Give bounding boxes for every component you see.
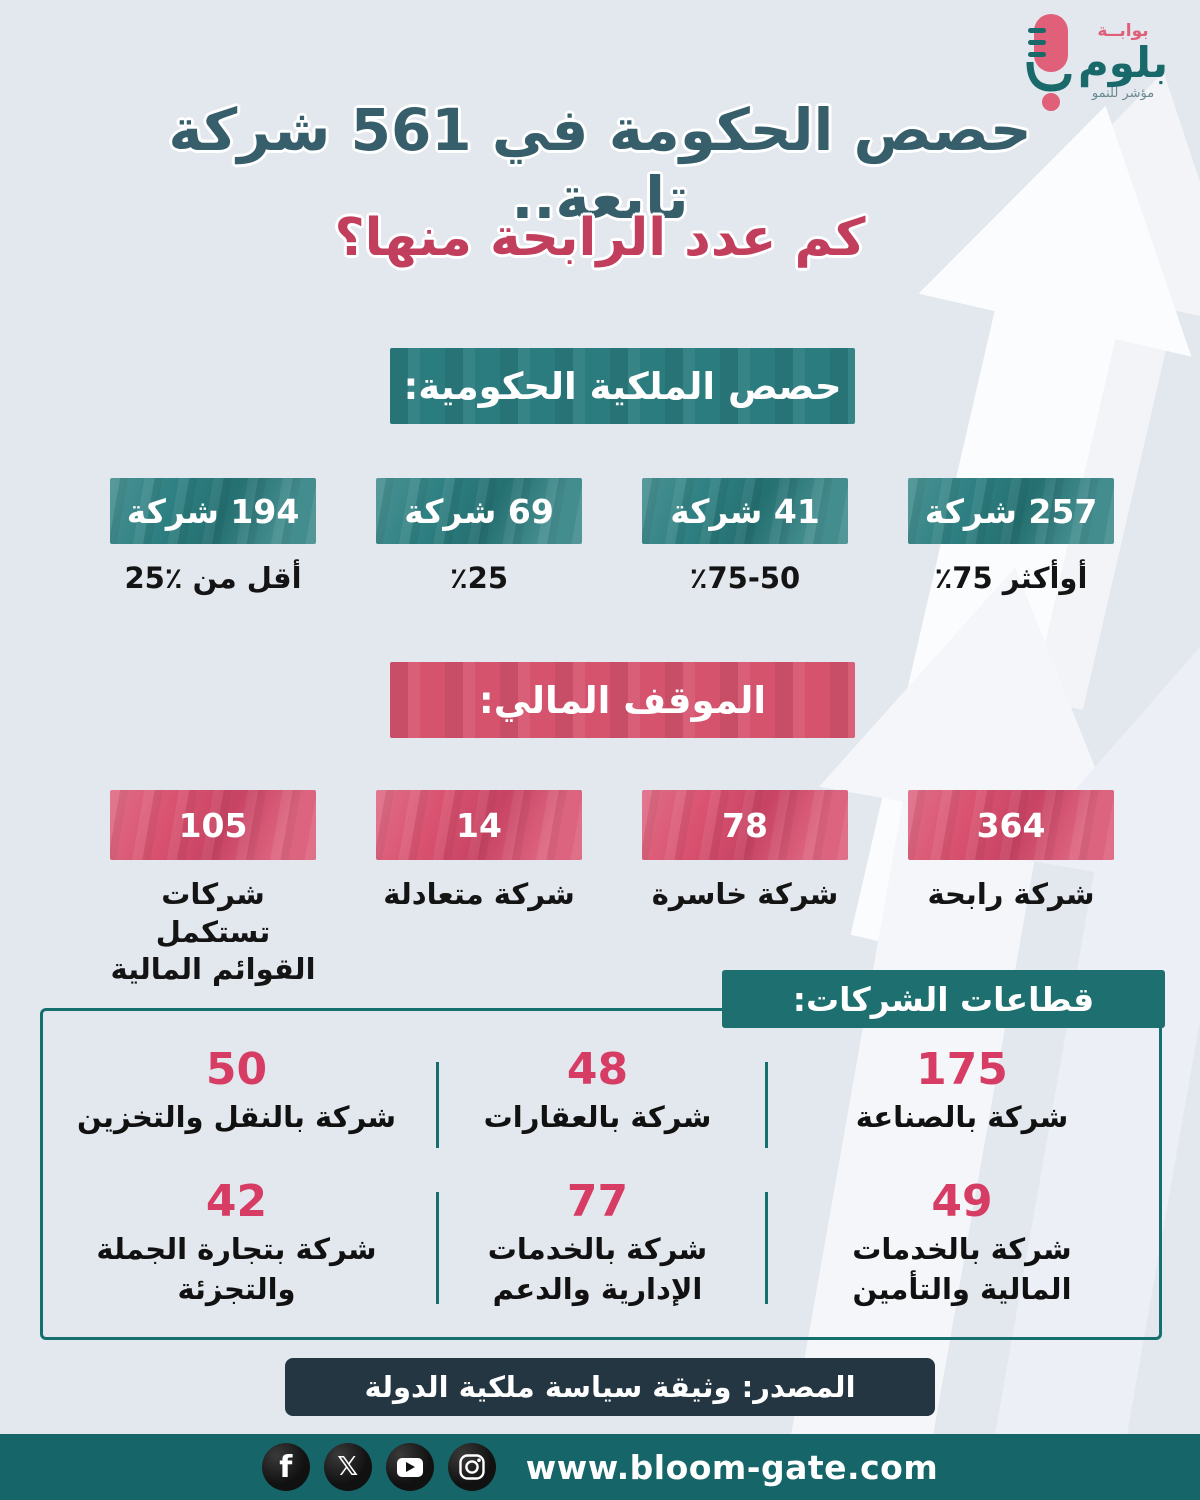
ownership-label-75plus: ٪75 أوأكثر xyxy=(934,561,1088,595)
sector-industry-value: 175 xyxy=(916,1044,1008,1095)
sector-divider xyxy=(436,1062,439,1148)
sector-industry: 175 شركة بالصناعة xyxy=(762,1044,1162,1138)
x-twitter-icon[interactable]: 𝕏 xyxy=(323,1443,372,1491)
footer-bar: f 𝕏 www.bloom-gate.com xyxy=(0,1434,1200,1500)
financial-box-105: 105 xyxy=(110,790,316,860)
sector-admin-services-value: 77 xyxy=(566,1176,629,1227)
ownership-box-257: 257 شركة xyxy=(908,478,1114,544)
ownership-label-50-75: ٪75-50 xyxy=(689,561,801,595)
logo-gate-word: بوابــة xyxy=(1097,21,1149,42)
financial-label-losing: شركة خاسرة xyxy=(651,877,839,911)
sector-admin-services: 77 شركة بالخدمات الإدارية والدعم xyxy=(433,1176,762,1309)
logo-tagline: مؤشر للنمو xyxy=(1091,86,1155,102)
website-url[interactable]: www.bloom-gate.com xyxy=(525,1447,939,1487)
sector-trade-value: 42 xyxy=(205,1176,268,1227)
financial-label-breakeven: شركة متعادلة xyxy=(383,877,575,911)
financial-box-14: 14 xyxy=(376,790,582,860)
sectors-row-2: 49 شركة بالخدمات المالية والتأمين 77 شرك… xyxy=(40,1176,1162,1309)
financial-label-completing: شركات تستكمل القوائم المالية xyxy=(110,877,316,987)
financial-boxes-row: 364 78 14 105 xyxy=(110,790,1114,860)
sector-divider xyxy=(765,1192,768,1304)
ownership-label-25: ٪25 xyxy=(449,561,509,595)
sector-transport-value: 50 xyxy=(205,1044,268,1095)
youtube-icon[interactable] xyxy=(385,1443,434,1491)
arrow-shape xyxy=(986,646,1200,1500)
ownership-box-194: 194 شركة xyxy=(110,478,316,544)
social-icons: f 𝕏 xyxy=(261,1443,496,1491)
financial-box-78: 78 xyxy=(642,790,848,860)
ownership-label-under25: أقل من ٪25 xyxy=(124,561,302,595)
ownership-box-41: 41 شركة xyxy=(642,478,848,544)
financial-label-profitable: شركة رابحة xyxy=(927,877,1095,911)
main-title-line1: حصص الحكومة في 561 شركة تابعة.. xyxy=(168,96,1032,232)
facebook-icon[interactable]: f xyxy=(261,1443,310,1491)
ownership-boxes-row: 257 شركة 41 شركة 69 شركة 194 شركة xyxy=(110,478,1114,544)
sectors-row-1: 175 شركة بالصناعة 48 شركة بالعقارات 50 ش… xyxy=(40,1044,1162,1138)
sector-financial-services: 49 شركة بالخدمات المالية والتأمين xyxy=(762,1176,1162,1309)
main-title-line2: كم عدد الرابحة منها؟ xyxy=(334,208,866,268)
bloom-gate-logo: بوابــة بلوم مؤشر للنمو xyxy=(1020,8,1190,116)
ownership-section-header: حصص الملكية الحكومية: xyxy=(390,348,855,424)
sector-transport: 50 شركة بالنقل والتخزين xyxy=(40,1044,433,1138)
financial-section-header: الموقف المالي: xyxy=(390,662,855,738)
sector-realestate-value: 48 xyxy=(566,1044,629,1095)
instagram-icon[interactable] xyxy=(447,1443,496,1491)
logo-text-block: بوابــة بلوم مؤشر للنمو xyxy=(1078,21,1169,102)
financial-labels-row: شركة رابحة شركة خاسرة شركة متعادلة شركات… xyxy=(110,876,1114,989)
sector-divider xyxy=(436,1192,439,1304)
sector-transport-label: شركة بالنقل والتخزين xyxy=(76,1100,397,1135)
ownership-labels-row: ٪75 أوأكثر ٪75-50 ٪25 أقل من ٪25 xyxy=(110,560,1114,598)
source-bar: المصدر: وثيقة سياسة ملكية الدولة xyxy=(285,1358,935,1416)
financial-box-364: 364 xyxy=(908,790,1114,860)
sector-financial-services-value: 49 xyxy=(931,1176,993,1227)
microphone-icon xyxy=(1026,14,1072,111)
ownership-box-69: 69 شركة xyxy=(376,478,582,544)
sectors-section-header: قطاعات الشركات: xyxy=(722,970,1165,1028)
sector-realestate: 48 شركة بالعقارات xyxy=(433,1044,762,1138)
logo-name: بلوم xyxy=(1078,38,1169,88)
sectors-frame xyxy=(40,1008,1162,1340)
sector-divider xyxy=(765,1062,768,1148)
sector-financial-services-label: شركة بالخدمات المالية والتأمين xyxy=(852,1232,1072,1306)
sector-trade-label: شركة بتجارة الجملة والتجزئة xyxy=(96,1232,377,1306)
sector-industry-label: شركة بالصناعة xyxy=(855,1100,1069,1135)
sector-trade: 42 شركة بتجارة الجملة والتجزئة xyxy=(40,1176,433,1309)
sector-admin-services-label: شركة بالخدمات الإدارية والدعم xyxy=(487,1232,708,1306)
sector-realestate-label: شركة بالعقارات xyxy=(483,1100,712,1135)
